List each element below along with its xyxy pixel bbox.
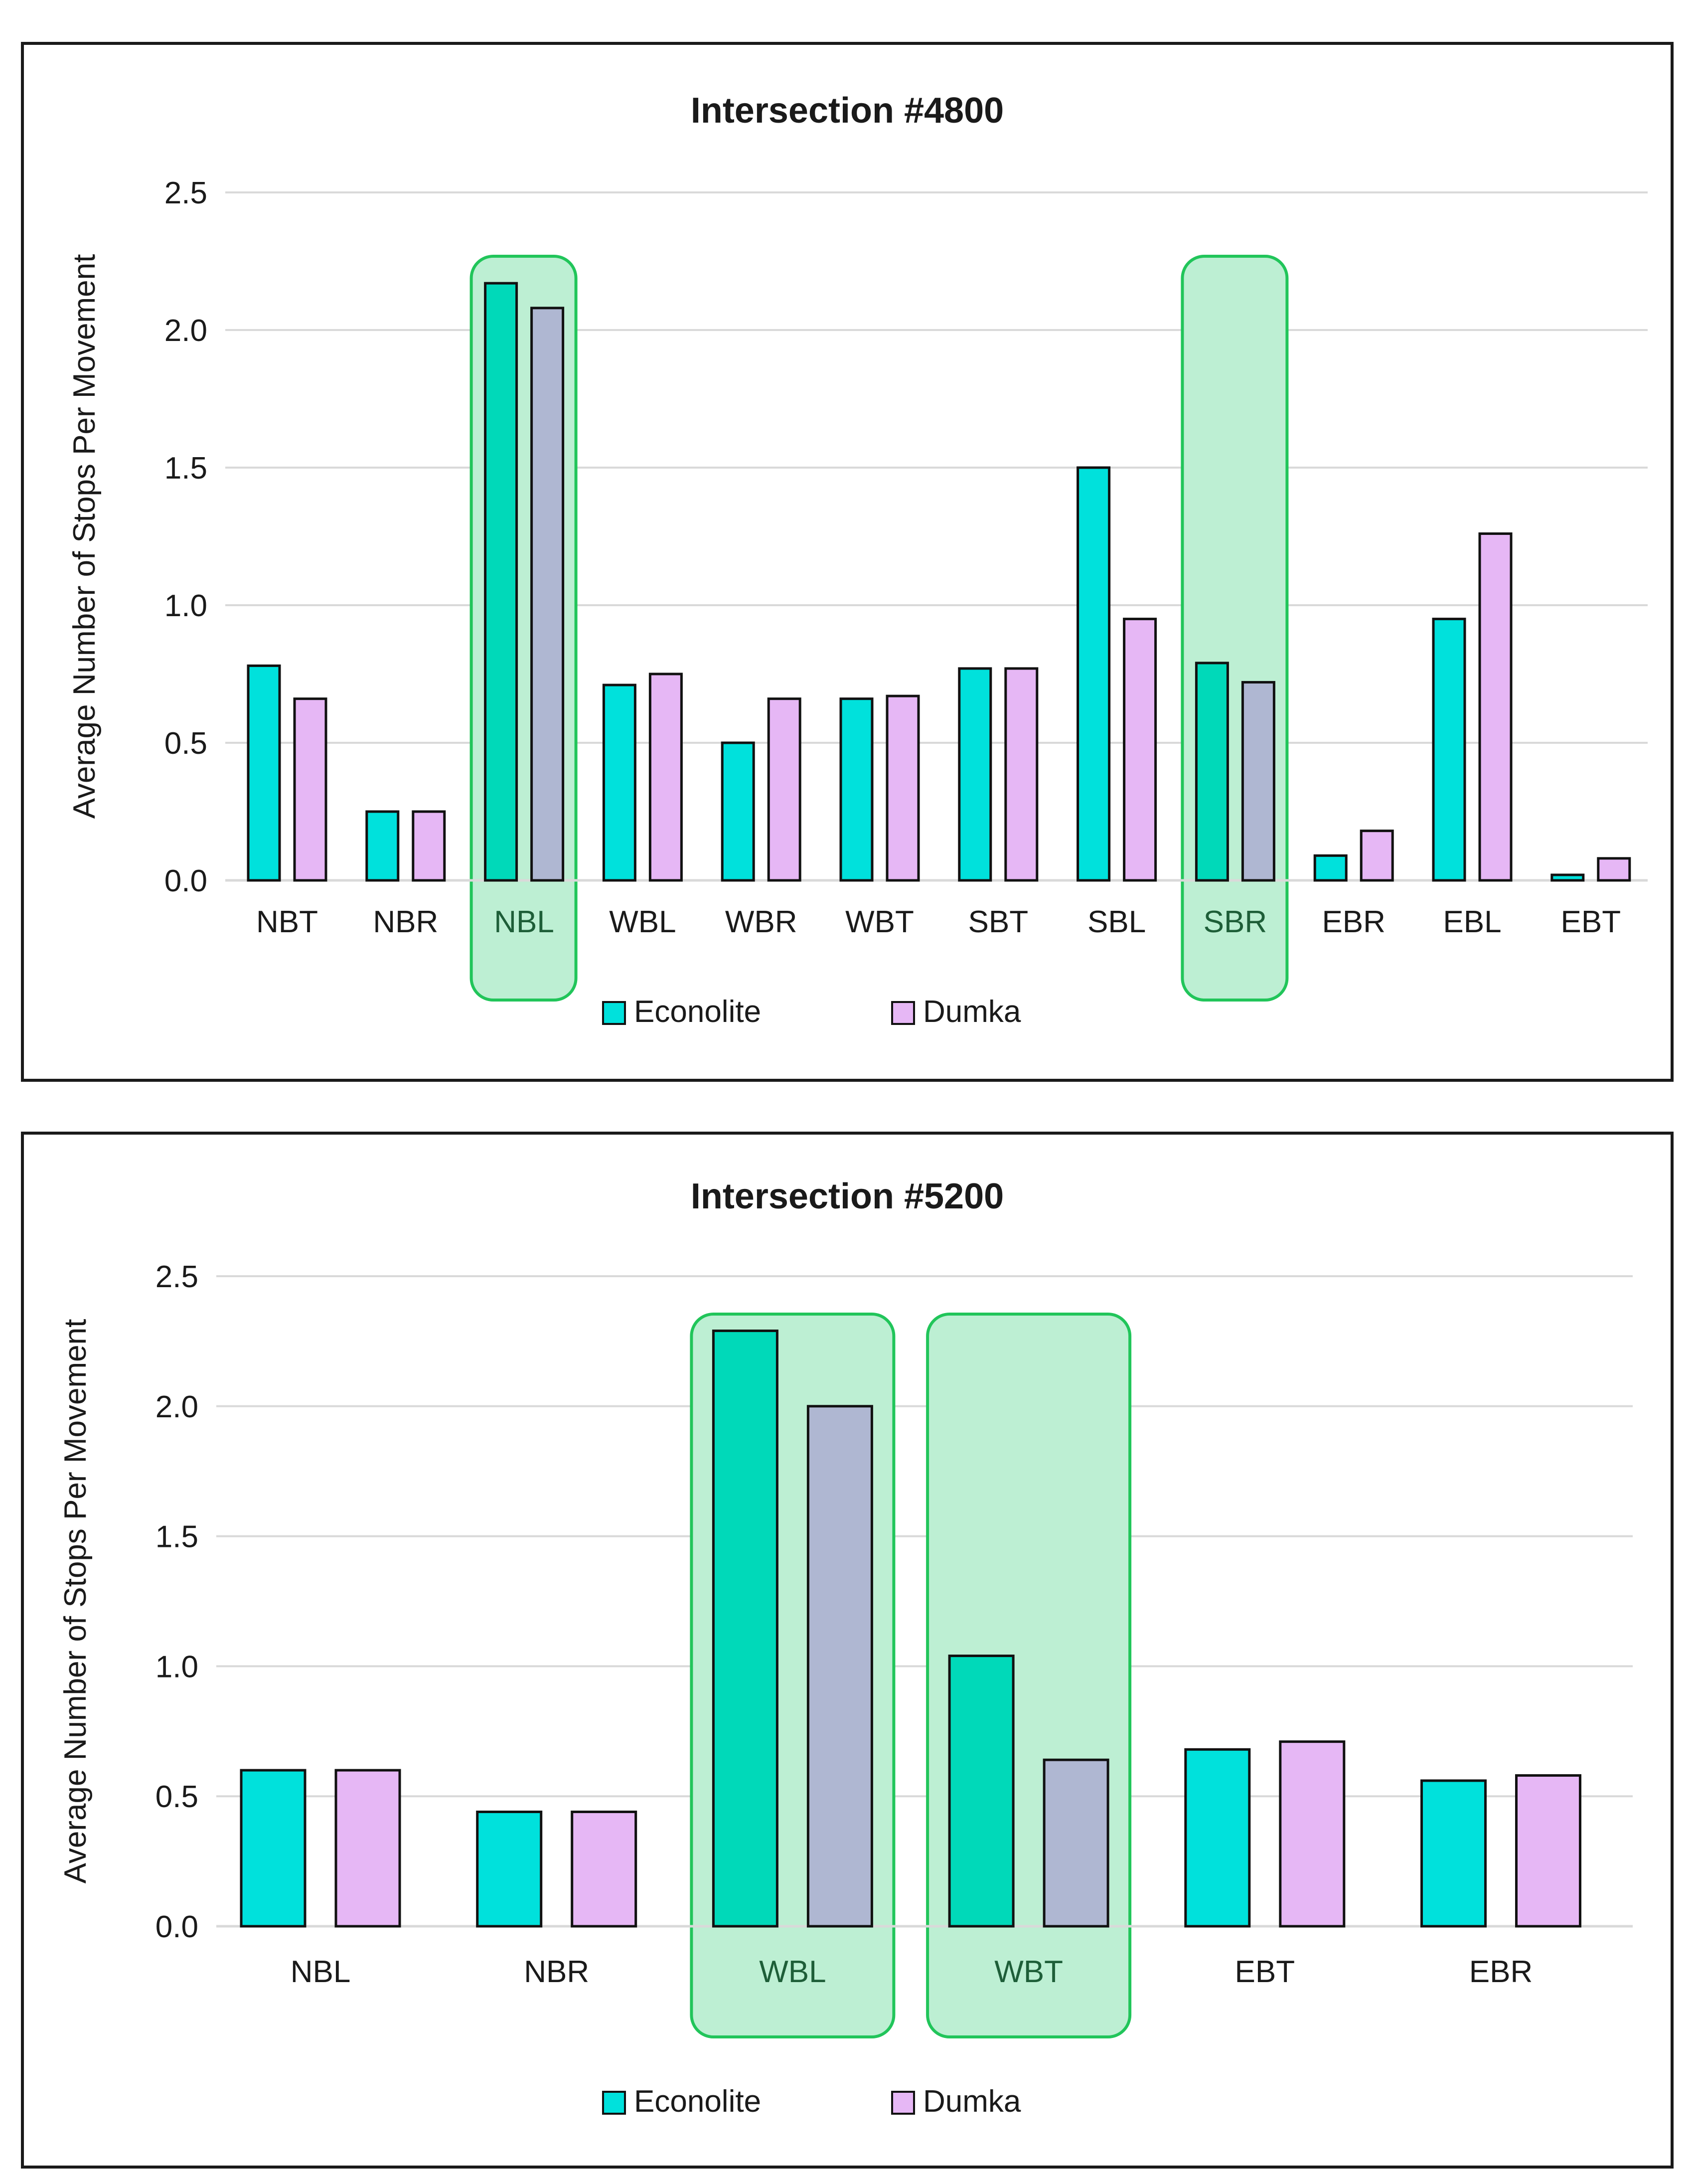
x-tick-label: WBR [725, 905, 797, 939]
bar-dumka-nbt [293, 697, 327, 882]
bar-econolite-nbl [240, 1769, 307, 1928]
y-tick-label: 1.0 [164, 589, 207, 623]
bar-econolite-nbr [476, 1810, 543, 1928]
bar-econolite-sbl [1077, 466, 1111, 882]
x-tick-label: SBL [1087, 905, 1146, 939]
bar-econolite-wbt [948, 1655, 1015, 1928]
bar-dumka-sbt [1004, 667, 1039, 882]
x-tick-label: EBT [1235, 1955, 1295, 1989]
x-tick-label: NBR [373, 905, 438, 939]
bar-dumka-ebt [1279, 1740, 1346, 1928]
x-tick-label: EBR [1322, 905, 1385, 939]
legend-swatch-dumka [891, 2091, 915, 2115]
legend-label: Dumka [923, 995, 1021, 1029]
x-tick-label: WBT [994, 1955, 1063, 1989]
bar-dumka-nbr [571, 1810, 637, 1928]
bar-dumka-nbl [334, 1769, 401, 1928]
bar-econolite-ebt [1184, 1748, 1251, 1928]
y-tick-label: 2.0 [164, 314, 207, 348]
legend-label: Econolite [634, 2084, 761, 2119]
x-tick-label: EBT [1561, 905, 1621, 939]
bar-econolite-wbt [839, 697, 874, 882]
chart-panel-5200: Intersection #5200 0.0 0.5 1.0 1.5 2.0 2.5 Aver… [21, 1132, 1674, 2169]
x-tick-label: NBR [524, 1955, 589, 1989]
bar-econolite-nbl [484, 282, 518, 882]
chart-title: Intersection #4800 [691, 91, 1004, 131]
bar-econolite-ebt [1550, 873, 1585, 882]
legend-label: Dumka [923, 2084, 1021, 2119]
x-tick-label: WBT [845, 905, 914, 939]
chart-panel-4800: Intersection #4800 0.0 0.5 1.0 1.5 2.0 2.5 Aver… [21, 42, 1674, 1082]
bar-dumka-sbl [1123, 618, 1157, 882]
y-tick-label: 2.5 [155, 1260, 198, 1294]
chart-4800: Intersection #4800 0.0 0.5 1.0 1.5 2.0 2.5 Aver… [67, 91, 1648, 1029]
y-tick-label: 0.5 [155, 1780, 198, 1814]
y-tick-label: 1.0 [155, 1650, 198, 1684]
bar-econolite-ebr [1313, 854, 1348, 882]
y-tick-label: 0.5 [164, 726, 207, 761]
legend-swatch-dumka [891, 1001, 915, 1025]
bar-dumka-nbl [530, 307, 565, 882]
bar-econolite-sbr [1195, 662, 1229, 882]
y-tick-label: 1.5 [164, 451, 207, 486]
x-tick-label: EBL [1443, 905, 1501, 939]
bar-dumka-wbr [767, 697, 801, 882]
y-tick-label: 2.0 [155, 1390, 198, 1424]
x-tick-label: WBL [759, 1955, 826, 1989]
bar-econolite-wbl [602, 683, 636, 882]
bar-dumka-sbr [1241, 681, 1275, 882]
bar-dumka-wbt [886, 694, 920, 882]
legend-swatch-econolite [602, 1001, 626, 1025]
bar-dumka-wbt [1043, 1758, 1109, 1928]
bar-econolite-wbr [721, 741, 755, 882]
x-tick-label: WBL [609, 905, 676, 939]
bar-econolite-ebl [1432, 618, 1466, 882]
y-tick-label: 1.5 [155, 1520, 198, 1554]
bar-econolite-wbl [712, 1330, 778, 1928]
bar-dumka-ebt [1597, 857, 1631, 882]
y-tick-label: 2.5 [164, 176, 207, 210]
legend-label: Econolite [634, 995, 761, 1029]
bar-dumka-ebr [1515, 1774, 1581, 1928]
chart-title: Intersection #5200 [691, 1176, 1004, 1216]
x-tick-label: NBL [494, 905, 554, 939]
legend-swatch-econolite [602, 2091, 626, 2115]
chart-5200: Intersection #5200 0.0 0.5 1.0 1.5 2.0 2.5 Aver… [58, 1176, 1633, 2119]
x-tick-label: NBL [291, 1955, 351, 1989]
y-tick-label: 0.0 [164, 864, 207, 898]
x-tick-label: SBR [1204, 905, 1267, 939]
bar-dumka-nbr [412, 810, 446, 882]
bar-econolite-nbt [247, 664, 281, 882]
x-tick-label: EBR [1469, 1955, 1533, 1989]
bar-dumka-ebr [1360, 830, 1394, 882]
bar-econolite-nbr [365, 810, 400, 882]
x-tick-label: SBT [968, 905, 1029, 939]
bar-econolite-sbt [958, 667, 992, 882]
bar-econolite-ebr [1420, 1779, 1487, 1928]
bar-dumka-ebl [1478, 532, 1513, 882]
bar-dumka-wbl [648, 672, 683, 882]
y-axis-label: Average Number of Stops Per Movement [67, 254, 102, 819]
y-axis-label: Average Number of Stops Per Movement [58, 1319, 93, 1884]
highlight-box-sbr [1181, 255, 1289, 1002]
y-tick-label: 0.0 [155, 1910, 198, 1944]
bar-dumka-wbl [806, 1405, 873, 1928]
x-tick-label: NBT [256, 905, 318, 939]
